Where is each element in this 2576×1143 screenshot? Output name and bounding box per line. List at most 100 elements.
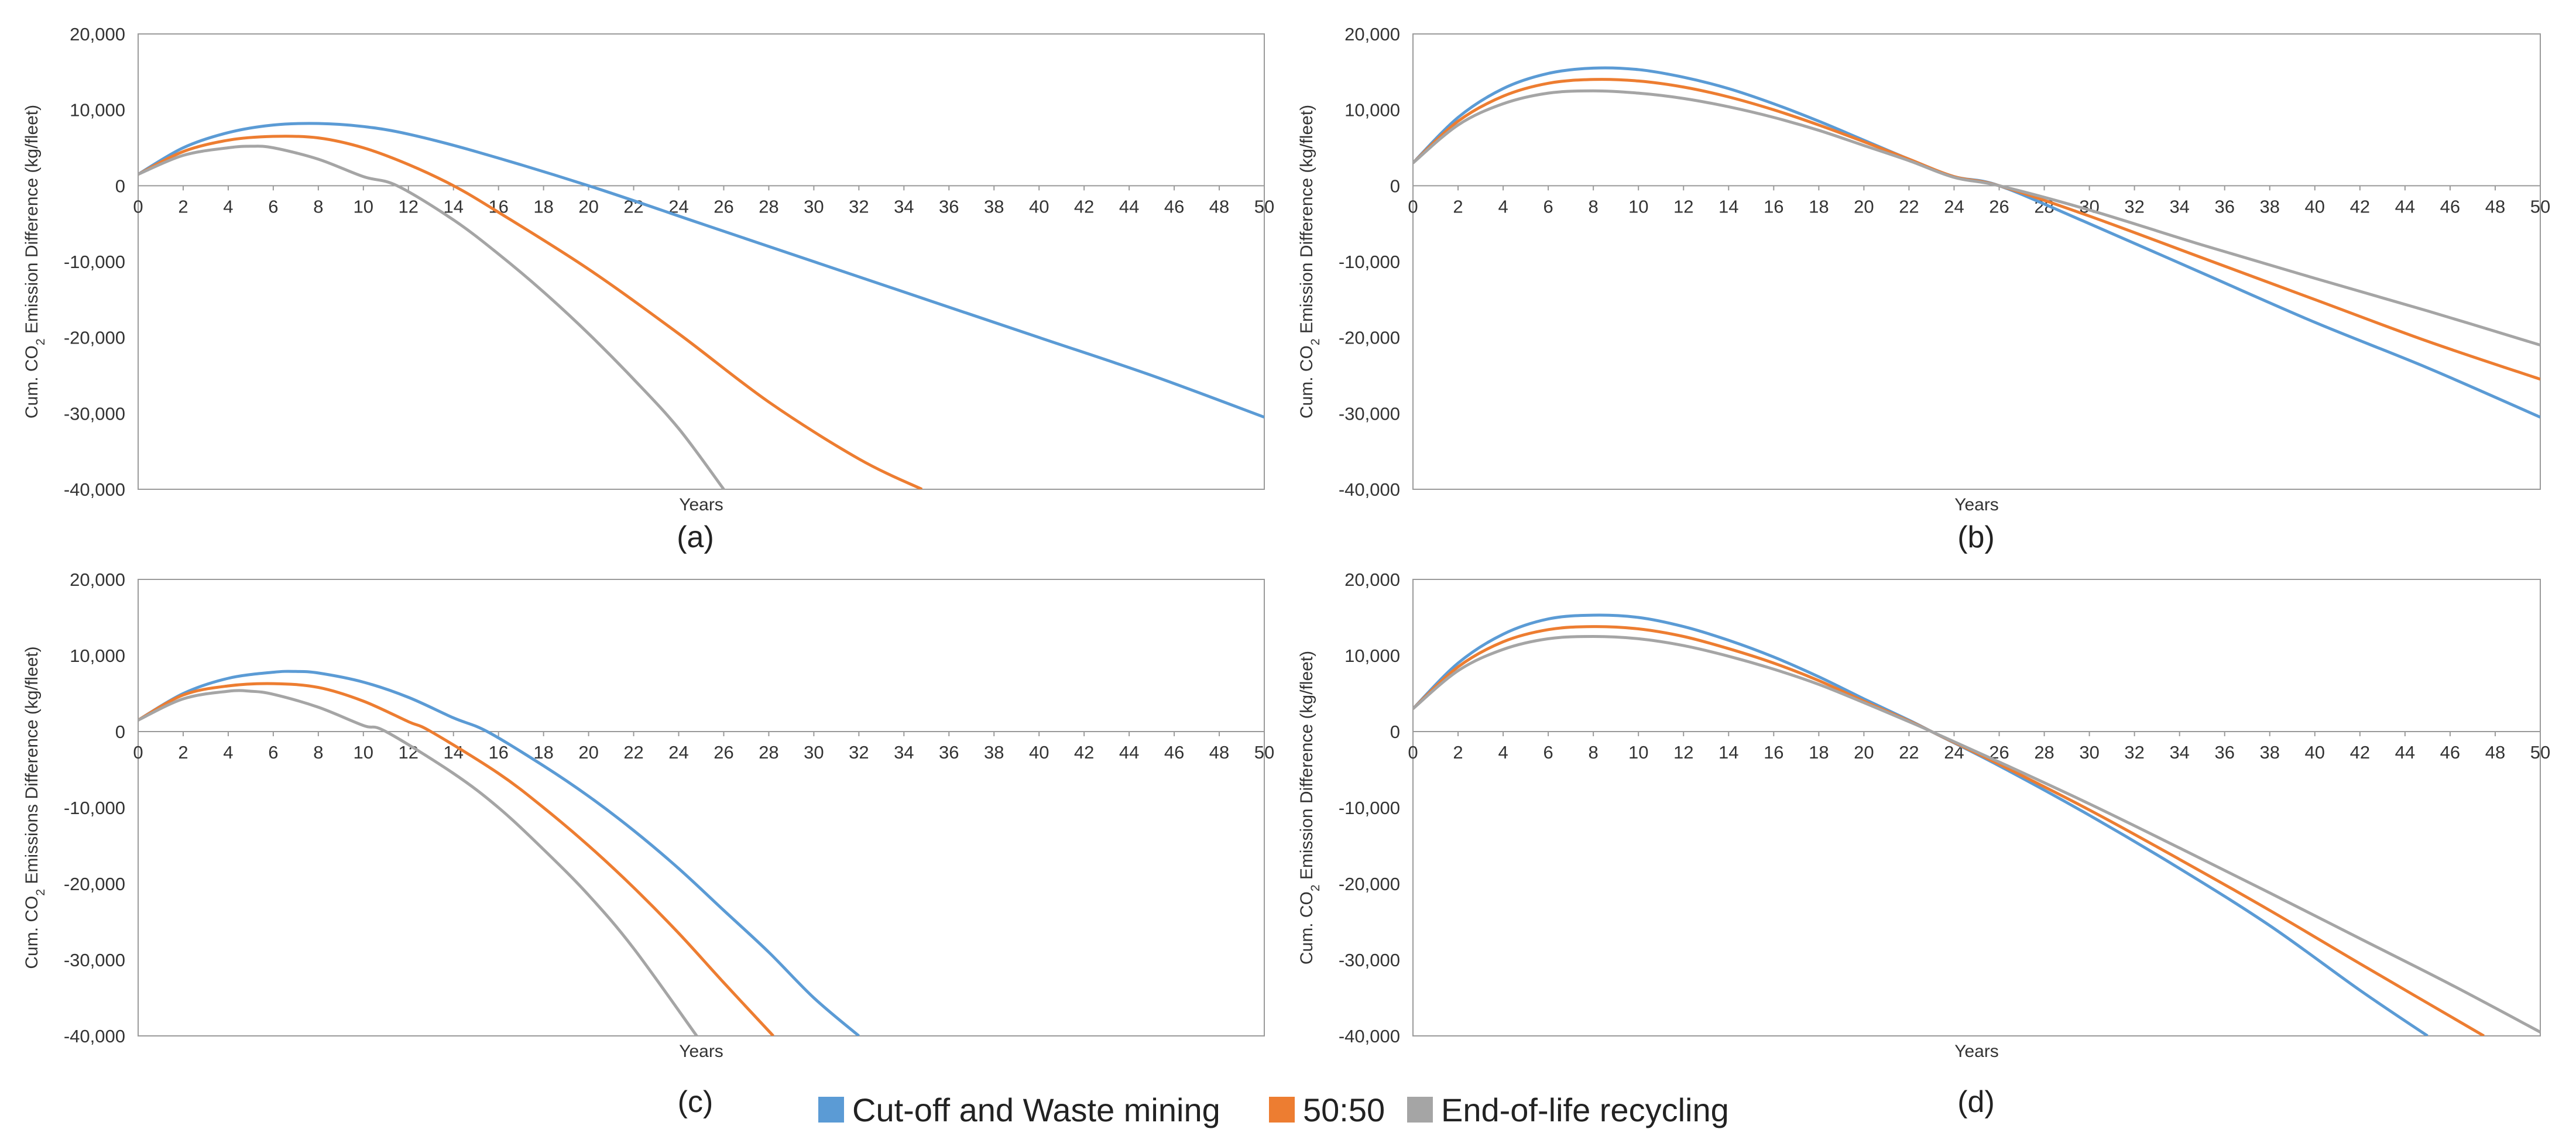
x-tick-label: 20 <box>578 196 598 217</box>
x-tick-label: 44 <box>2395 196 2415 217</box>
plot-frame <box>138 33 1265 490</box>
x-tick-label: 44 <box>2395 742 2415 763</box>
x-tick-label: 38 <box>984 742 1004 763</box>
x-tick-label: 14 <box>443 196 463 217</box>
x-tick-label: 40 <box>2305 742 2325 763</box>
series-line-cut-off-and-waste-mining <box>1413 66 2540 419</box>
series-line-50-50 <box>138 135 923 489</box>
x-tick-label: 18 <box>533 742 553 763</box>
x-tick-label: 16 <box>1764 196 1783 217</box>
y-tick-label: -40,000 <box>64 479 125 500</box>
x-tick-label: 30 <box>804 196 824 217</box>
legend-label: End-of-life recycling <box>1441 1091 1729 1128</box>
y-tick-label: 10,000 <box>1344 100 1400 121</box>
x-tick-label: 2 <box>1453 742 1463 763</box>
panel-label-d: (d) <box>1957 1085 1995 1119</box>
x-tick-label: 18 <box>1809 196 1829 217</box>
x-tick-label: 32 <box>849 742 869 763</box>
panel-label-a: (a) <box>677 520 714 554</box>
x-tick-label: 48 <box>2485 196 2505 217</box>
y-tick-label: -10,000 <box>1339 798 1400 818</box>
y-tick-label: -10,000 <box>64 252 125 272</box>
x-tick-label: 44 <box>1119 196 1139 217</box>
series-line-cut-off-and-waste-mining <box>138 670 860 1036</box>
series-line-end-of-life-recycling <box>138 145 725 489</box>
x-tick-label: 46 <box>1164 742 1184 763</box>
x-tick-label: 22 <box>1899 742 1919 763</box>
x-tick-label: 24 <box>668 742 688 763</box>
y-tick-label: 20,000 <box>70 569 125 590</box>
x-tick-label: 20 <box>578 742 598 763</box>
x-tick-label: 6 <box>268 742 278 763</box>
x-tick-label: 20 <box>1854 196 1874 217</box>
x-tick-label: 44 <box>1119 742 1139 763</box>
x-tick-label: 48 <box>2485 742 2505 763</box>
panel-label-c: (c) <box>678 1085 714 1119</box>
legend-label: 50:50 <box>1303 1091 1385 1128</box>
x-tick-label: 38 <box>984 196 1004 217</box>
x-tick-label: 10 <box>1628 742 1648 763</box>
x-tick-label: 50 <box>2530 196 2550 217</box>
x-tick-label: 46 <box>2440 742 2460 763</box>
y-tick-label: -30,000 <box>1339 950 1400 970</box>
x-tick-label: 40 <box>2305 196 2325 217</box>
x-tick-label: 34 <box>2169 196 2189 217</box>
legend: Cut-off and Waste mining 50:50 End-of-life… <box>818 1091 1729 1128</box>
x-tick-label: 8 <box>313 742 323 763</box>
x-tick-label: 4 <box>1498 196 1508 217</box>
x-tick-label: 4 <box>223 196 233 217</box>
x-tick-label: 12 <box>399 196 419 217</box>
x-tick-label: 42 <box>2350 742 2370 763</box>
x-tick-label: 10 <box>354 742 373 763</box>
x-tick-label: 26 <box>714 742 733 763</box>
y-tick-label: -40,000 <box>64 1026 125 1046</box>
x-axis-title: Years <box>679 1042 723 1061</box>
y-tick-label: -40,000 <box>1339 1026 1400 1046</box>
x-tick-label: 10 <box>354 196 373 217</box>
x-tick-label: 28 <box>2034 742 2054 763</box>
x-tick-label: 32 <box>2124 742 2144 763</box>
chart-panel-d: 20,000 10,000 0 -10,000 -20,000 -30,000 -40,00… <box>1297 569 2550 1119</box>
x-tick-label: 42 <box>2350 196 2370 217</box>
x-tick-label: 28 <box>759 196 778 217</box>
x-tick-label: 42 <box>1074 196 1094 217</box>
y-tick-label: -30,000 <box>1339 403 1400 424</box>
series-line-end-of-life-recycling <box>138 689 698 1036</box>
series-line-50-50 <box>1413 78 2540 381</box>
x-tick-label: 4 <box>223 742 233 763</box>
y-tick-label: -20,000 <box>1339 328 1400 348</box>
x-tick-label: 46 <box>1164 196 1184 217</box>
x-tick-label: 12 <box>1673 196 1693 217</box>
x-tick-label: 32 <box>2124 196 2144 217</box>
x-tick-label: 2 <box>178 742 188 763</box>
y-tick-label: 10,000 <box>1344 646 1400 666</box>
x-tick-label: 22 <box>623 742 643 763</box>
y-tick-label: 0 <box>1390 176 1400 196</box>
x-tick-label: 24 <box>1944 196 1964 217</box>
y-axis-title: Cum. CO2 Emission Difference (kg/fleet) <box>1297 105 1322 418</box>
y-tick-label: 0 <box>115 722 125 742</box>
x-tick-label: 6 <box>1543 742 1553 763</box>
y-tick-label: -40,000 <box>1339 479 1400 500</box>
x-tick-label: 36 <box>939 742 959 763</box>
y-tick-label: 10,000 <box>70 646 125 666</box>
chart-panel-c: 20,000 10,000 0 -10,000 -20,000 -30,000 -40,00… <box>22 569 1274 1119</box>
x-axis-title: Years <box>679 495 723 514</box>
x-tick-label: 34 <box>894 742 914 763</box>
y-tick-label: -30,000 <box>64 403 125 424</box>
x-tick-label: 26 <box>1989 196 2009 217</box>
x-tick-label: 4 <box>1498 742 1508 763</box>
x-tick-label: 6 <box>1543 196 1553 217</box>
legend-swatch <box>818 1097 844 1123</box>
plot-frame <box>1412 33 2541 490</box>
y-tick-label: 20,000 <box>1344 24 1400 44</box>
x-tick-label: 46 <box>2440 196 2460 217</box>
x-tick-label: 42 <box>1074 742 1094 763</box>
x-tick-label: 50 <box>2530 742 2550 763</box>
x-tick-label: 38 <box>2260 742 2280 763</box>
x-tick-label: 40 <box>1029 196 1049 217</box>
y-tick-label: -20,000 <box>64 328 125 348</box>
x-tick-label: 36 <box>939 196 959 217</box>
y-tick-label: -20,000 <box>64 874 125 894</box>
